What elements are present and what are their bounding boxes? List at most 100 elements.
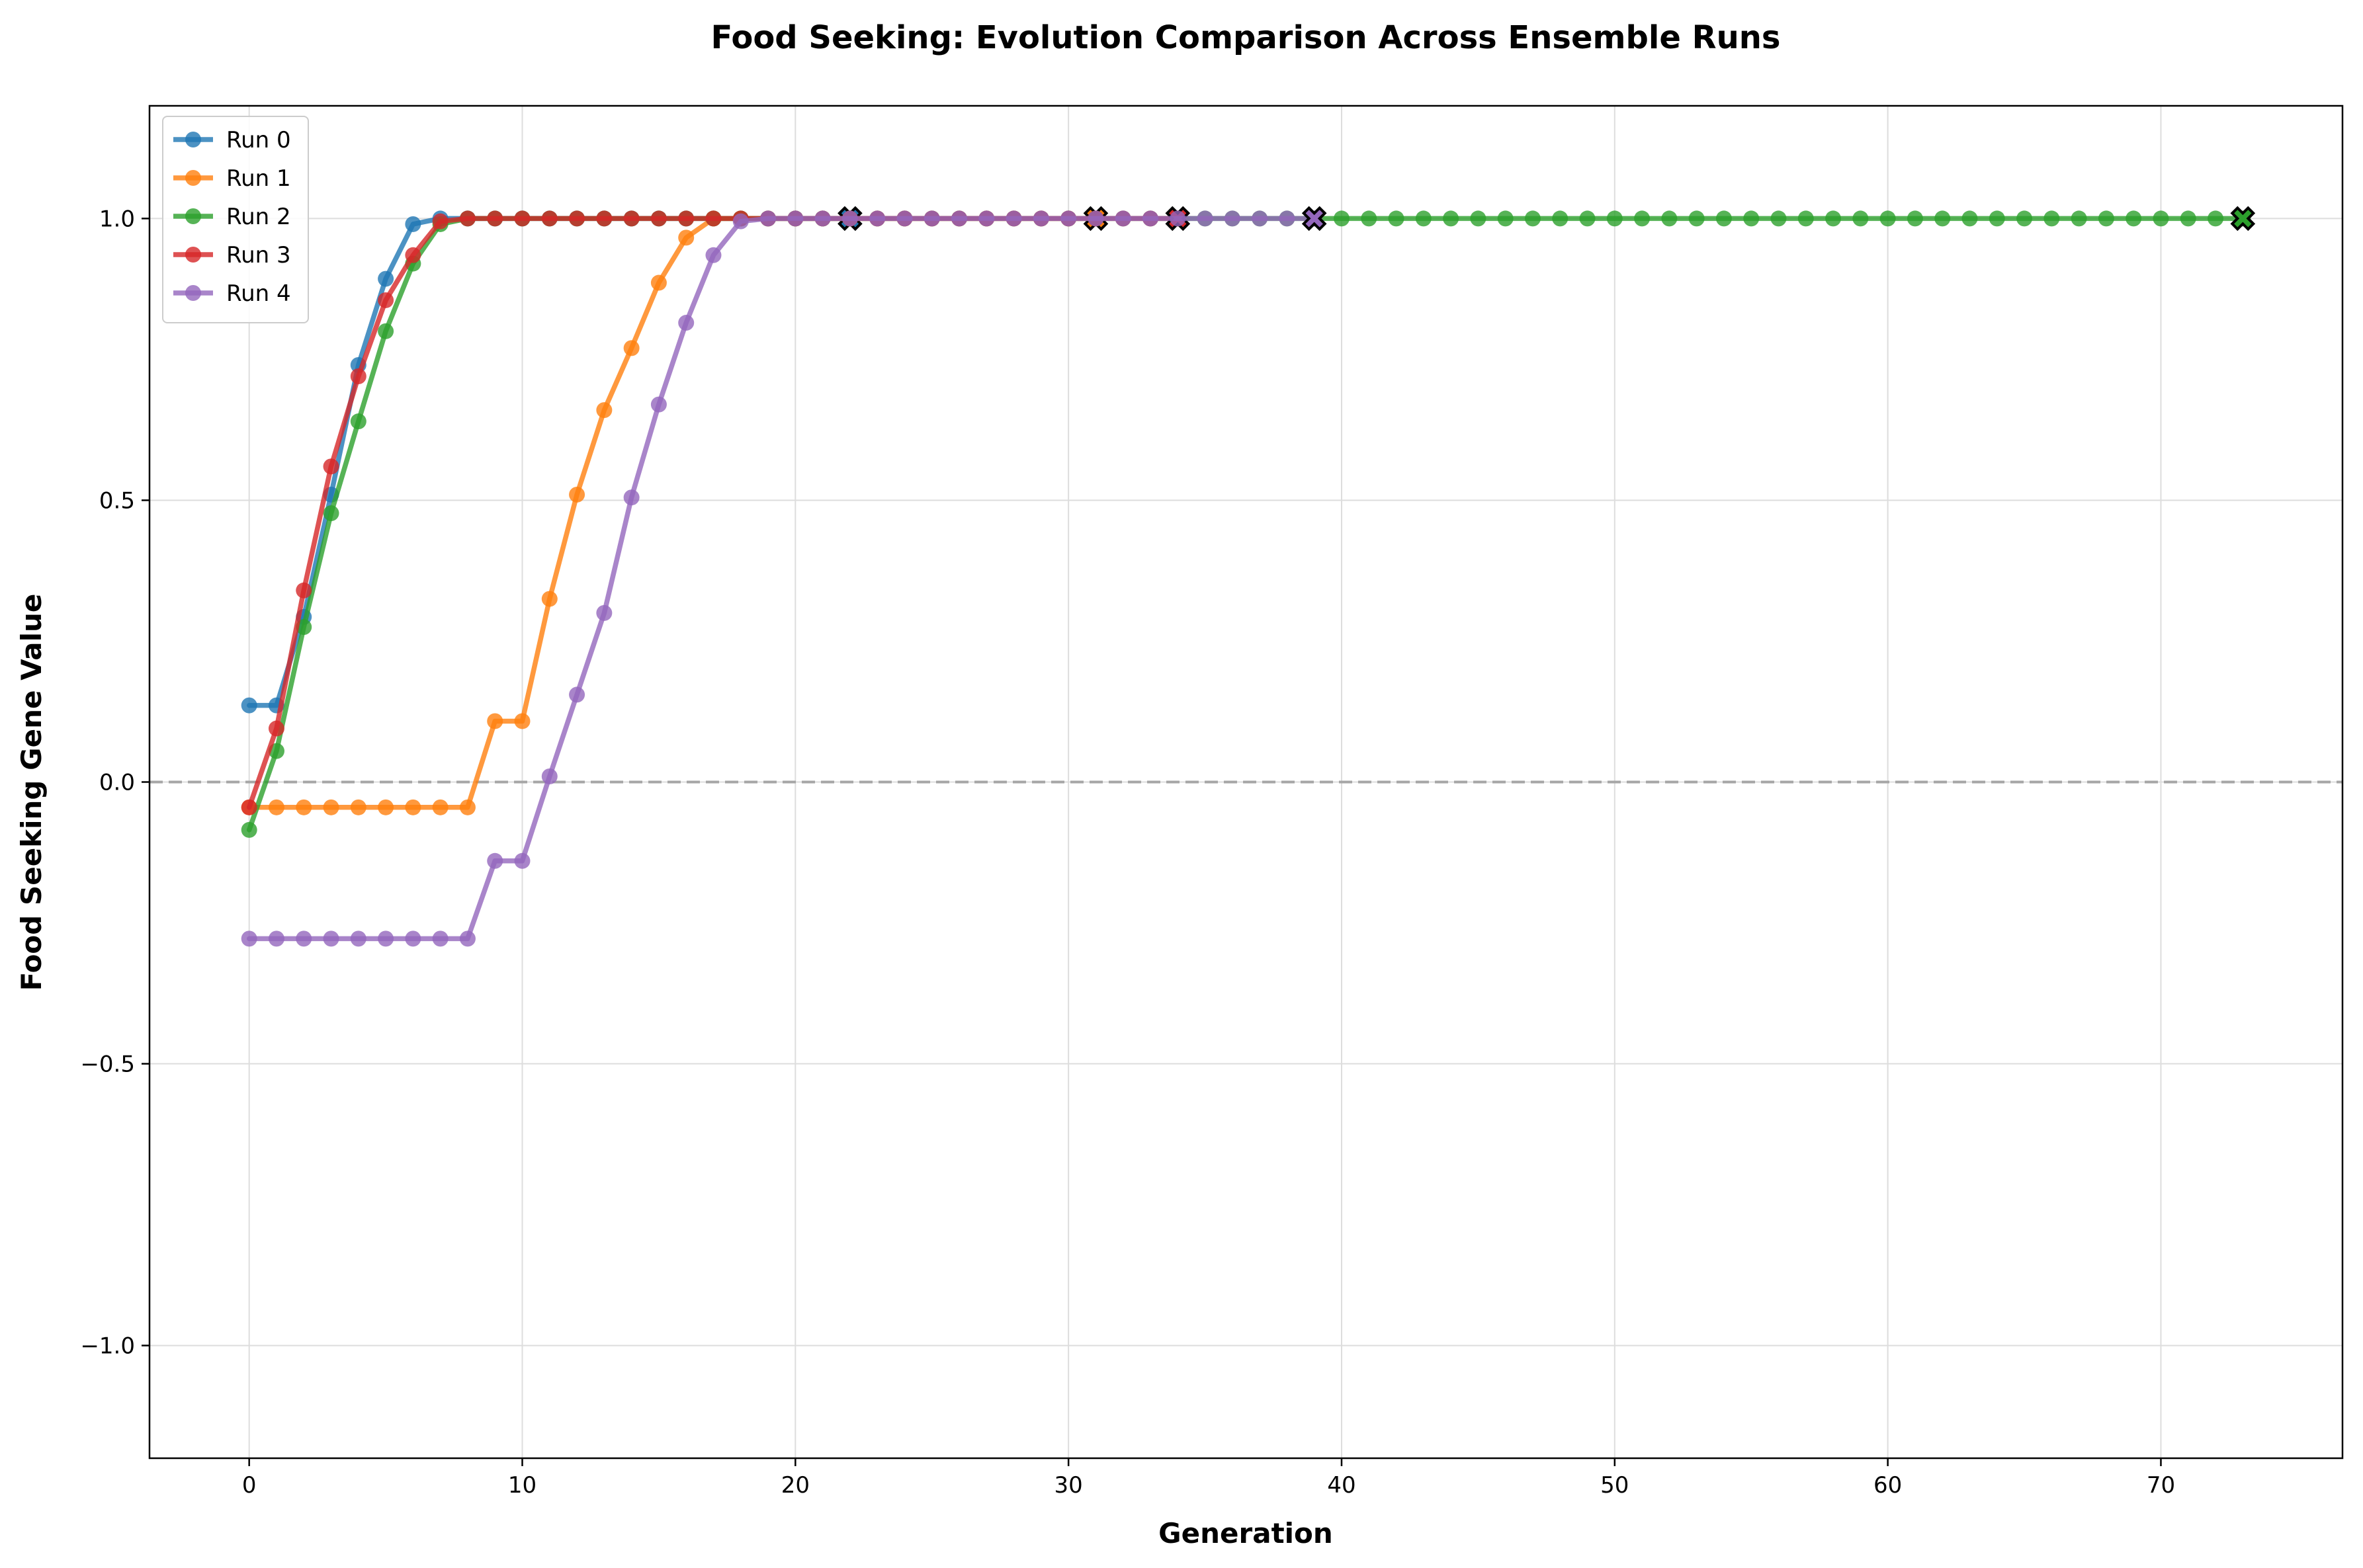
series-layer	[241, 206, 2256, 947]
x-tick-label: 20	[781, 1472, 810, 1499]
data-point	[1879, 210, 1896, 227]
data-point	[1907, 210, 1923, 227]
x-tick-label: 0	[242, 1472, 257, 1499]
x-tick-label: 60	[1873, 1472, 1902, 1499]
data-point	[678, 210, 695, 227]
legend-label: Run 3	[226, 242, 291, 268]
x-tick-label: 50	[1600, 1472, 1629, 1499]
data-point	[350, 799, 366, 815]
data-point	[541, 210, 558, 227]
data-point	[2043, 210, 2060, 227]
data-point	[323, 930, 339, 947]
legend-item: Run 1	[173, 165, 291, 192]
data-point	[623, 210, 640, 227]
data-point	[1033, 210, 1049, 227]
legend-label: Run 0	[226, 127, 291, 153]
y-tick-label: 0.0	[99, 770, 135, 796]
data-point	[569, 210, 585, 227]
data-point	[350, 368, 366, 384]
x-tick-label: 10	[508, 1472, 537, 1499]
data-point	[1361, 210, 1377, 227]
data-point	[432, 930, 449, 947]
data-point	[760, 210, 777, 227]
y-tick-label: 0.5	[99, 487, 135, 514]
x-tick-label: 30	[1054, 1472, 1083, 1499]
data-point	[378, 270, 394, 287]
axis-ticks: 0 10 20 30 40 50 60 70 −1.0 −0.5 0.0 0.5 1.0	[80, 206, 2175, 1499]
data-point	[623, 489, 640, 506]
data-point	[514, 713, 531, 729]
data-point	[1961, 210, 1978, 227]
data-point	[1688, 210, 1705, 227]
data-point	[2016, 210, 2033, 227]
y-tick-label: 1.0	[99, 206, 135, 232]
data-point	[1606, 210, 1623, 227]
legend-marker-swatch	[185, 285, 201, 301]
data-point	[487, 713, 503, 729]
data-point	[378, 323, 394, 339]
data-point	[1252, 210, 1268, 227]
data-point	[1552, 210, 1568, 227]
data-point	[951, 210, 968, 227]
final-generation-x-marker	[2230, 206, 2256, 231]
data-point	[2153, 210, 2169, 227]
data-point	[1142, 210, 1159, 227]
data-point	[732, 213, 749, 229]
data-point	[569, 686, 585, 703]
data-point	[1279, 210, 1295, 227]
data-point	[1170, 210, 1186, 227]
data-point	[296, 799, 312, 815]
data-point	[650, 210, 667, 227]
data-point	[2208, 210, 2224, 227]
data-point	[1579, 210, 1596, 227]
data-point	[241, 799, 257, 815]
data-point	[787, 210, 804, 227]
data-point	[432, 213, 449, 229]
x-axis-label: Generation	[1158, 1517, 1333, 1549]
data-point	[350, 413, 366, 430]
data-point	[432, 799, 449, 815]
legend-label: Run 2	[226, 204, 291, 230]
data-point	[1197, 210, 1213, 227]
data-point	[514, 210, 531, 227]
data-point	[323, 799, 339, 815]
data-point	[541, 768, 558, 784]
data-point	[1497, 210, 1514, 227]
legend-marker-swatch	[185, 208, 201, 224]
data-point	[1006, 210, 1022, 227]
data-point	[2126, 210, 2142, 227]
data-point	[487, 210, 503, 227]
data-point	[1661, 210, 1678, 227]
data-point	[924, 210, 940, 227]
data-point	[541, 591, 558, 607]
data-point	[1934, 210, 1951, 227]
data-point	[1088, 210, 1104, 227]
data-point	[569, 486, 585, 503]
data-point	[1634, 210, 1651, 227]
data-point	[378, 930, 394, 947]
data-point	[1743, 210, 1760, 227]
data-point	[678, 315, 695, 331]
data-point	[268, 930, 284, 947]
y-tick-label: −1.0	[80, 1333, 135, 1360]
data-point	[814, 210, 831, 227]
data-point	[596, 604, 613, 621]
data-point	[650, 274, 667, 291]
data-point	[2098, 210, 2114, 227]
series-run-4	[241, 206, 1327, 947]
data-point	[623, 340, 640, 356]
series-line	[246, 216, 1317, 942]
legend-label: Run 4	[226, 280, 291, 307]
data-point	[2071, 210, 2087, 227]
legend: Run 0 Run 1 Run 2 Run 3 Run 4	[162, 116, 309, 323]
data-point	[378, 799, 394, 815]
data-point	[350, 930, 366, 947]
data-point	[459, 799, 476, 815]
data-point	[378, 292, 394, 308]
legend-marker-swatch	[185, 247, 201, 263]
y-axis-label: Food Seeking Gene Value	[15, 594, 48, 991]
data-point	[1115, 210, 1131, 227]
data-point	[459, 930, 476, 947]
data-point	[241, 821, 257, 838]
data-point	[1989, 210, 2005, 227]
